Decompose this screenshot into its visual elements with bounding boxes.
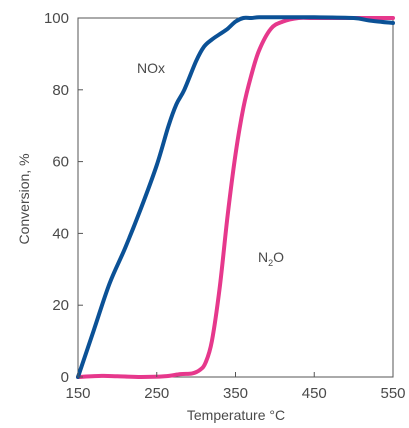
y-tick-label: 100 bbox=[44, 10, 69, 27]
y-tick-label: 80 bbox=[52, 82, 69, 99]
x-tick-label: 250 bbox=[144, 385, 169, 402]
x-axis-ticks: 150 250 350 450 550 bbox=[65, 372, 406, 402]
series-line-nox bbox=[76, 15, 395, 379]
y-tick-label: 20 bbox=[52, 297, 69, 314]
n2o-label-part-n: N bbox=[258, 249, 268, 265]
y-tick-label: 40 bbox=[52, 225, 69, 242]
series-line-n2o bbox=[76, 15, 395, 379]
series-layer bbox=[76, 15, 395, 379]
plot-frame bbox=[77, 17, 394, 378]
x-axis-title: Temperature °C bbox=[187, 407, 285, 423]
x-tick-label: 350 bbox=[223, 385, 248, 402]
x-tick-label: 150 bbox=[65, 385, 90, 402]
y-tick-label: 0 bbox=[61, 369, 69, 386]
series-label-nox: NOx bbox=[137, 60, 165, 76]
y-axis-title: Conversion, % bbox=[16, 153, 32, 244]
x-tick-label: 450 bbox=[302, 385, 327, 402]
plot-area bbox=[77, 17, 394, 378]
x-tick-label: 550 bbox=[380, 385, 405, 402]
y-tick-label: 60 bbox=[52, 154, 69, 171]
n2o-label-subscript: 2 bbox=[268, 258, 273, 268]
n2o-label-part-o: O bbox=[273, 249, 284, 265]
y-axis-ticks: 0 20 40 60 80 100 bbox=[44, 10, 83, 386]
series-label-n2o: N2O bbox=[258, 249, 284, 268]
